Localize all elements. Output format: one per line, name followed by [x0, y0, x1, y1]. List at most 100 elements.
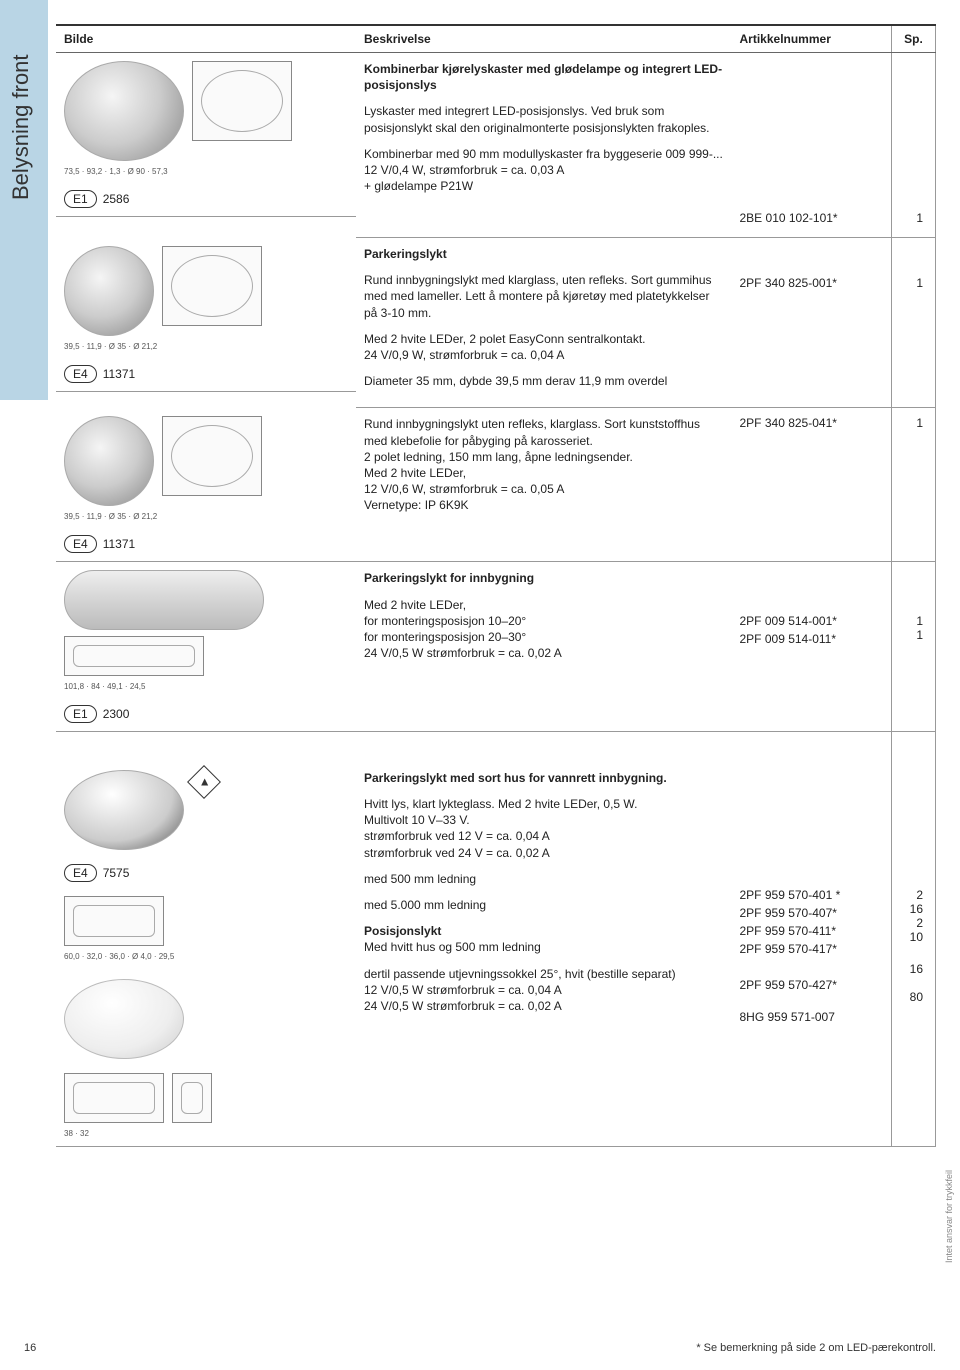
sp-value: 80	[900, 990, 923, 1004]
footnote: * Se bemerkning på side 2 om LED-pærekon…	[696, 1342, 936, 1354]
badge-num: 11371	[103, 367, 135, 381]
sp-cell: 1 1	[892, 562, 936, 732]
sp-value: 1	[900, 276, 923, 290]
side-note: Intet ansvar for trykkfeil	[944, 1170, 954, 1263]
th-sp: Sp.	[892, 25, 936, 53]
sp-value: 1	[900, 614, 923, 628]
row-p1: Hvitt lys, klart lykteglass. Med 2 hvite…	[364, 796, 724, 861]
th-art: Artikkelnummer	[732, 25, 892, 53]
table-row: 73,5 · 93,2 · 1,3 · Ø 90 · 57,3 E1 2586 …	[56, 53, 936, 238]
row-p1: Rund innbygningslykt med klarglass, uten…	[364, 272, 724, 321]
description-cell: Rund innbygningslykt uten refleks, klarg…	[356, 408, 732, 562]
e-badge: E1	[64, 705, 97, 723]
art-number: 2PF 340 825-041*	[740, 416, 884, 430]
table-row: 39,5 · 11,9 · Ø 35 · Ø 21,2 E4 11371 Run…	[56, 408, 936, 562]
tech-drawing	[64, 1073, 164, 1123]
description-cell: Parkeringslykt Rund innbygningslykt med …	[356, 238, 732, 408]
hazard-icon	[187, 765, 221, 799]
bilde-cell: 73,5 · 93,2 · 1,3 · Ø 90 · 57,3 E1 2586	[56, 53, 356, 217]
row-l1: med 500 mm ledning	[364, 871, 724, 887]
dimensions: 39,5 · 11,9 · Ø 35 · Ø 21,2	[64, 342, 348, 351]
table-row: 101,8 · 84 · 49,1 · 24,5 E1 2300 Parkeri…	[56, 562, 936, 732]
th-bilde: Bilde	[56, 25, 356, 53]
tech-drawing	[172, 1073, 212, 1123]
sp-cell: 1	[892, 53, 936, 238]
sp-value: 2	[900, 888, 923, 902]
tech-drawing	[64, 636, 204, 676]
art-cell: 2BE 010 102-101*	[732, 53, 892, 238]
product-table: Bilde Beskrivelse Artikkelnummer Sp. 73,…	[56, 24, 936, 1147]
product-image	[64, 570, 264, 630]
art-number: 8HG 959 571-007	[740, 1010, 884, 1024]
dimensions: 39,5 · 11,9 · Ø 35 · Ø 21,2	[64, 512, 348, 521]
badge-num: 11371	[103, 537, 135, 551]
art-cell: 2PF 340 825-001*	[732, 238, 892, 408]
dimensions: 101,8 · 84 · 49,1 · 24,5	[64, 682, 348, 691]
th-beskrivelse: Beskrivelse	[356, 25, 732, 53]
art-number: 2PF 009 514-011*	[740, 632, 884, 646]
art-number: 2PF 959 570-427*	[740, 978, 884, 992]
sp-cell: 1	[892, 238, 936, 408]
badge-num: 7575	[103, 866, 130, 880]
row-p1: Med 2 hvite LEDer, for monteringsposisjo…	[364, 597, 724, 662]
content: Bilde Beskrivelse Artikkelnummer Sp. 73,…	[56, 0, 960, 1147]
dimensions: 38 · 32	[64, 1129, 348, 1138]
art-number: 2PF 959 570-411*	[740, 924, 884, 938]
gap-row	[56, 732, 936, 762]
badge-num: 2300	[103, 707, 130, 721]
sp-value: 1	[900, 416, 923, 430]
sidebar-stripe: Belysning front	[0, 0, 48, 400]
sp-value: 10	[900, 930, 923, 944]
sp-cell: 2 16 2 10 16 80	[892, 762, 936, 1147]
art-number: 2PF 959 570-407*	[740, 906, 884, 920]
description-cell: Parkeringslykt for innbygning Med 2 hvit…	[356, 562, 732, 732]
e-badge: E4	[64, 365, 97, 383]
row-l4: dertil passende utjevningssokkel 25°, hv…	[364, 966, 724, 1015]
row-title: Parkeringslykt	[364, 247, 447, 261]
e-badge: E4	[64, 864, 97, 882]
product-image	[64, 979, 184, 1059]
art-cell: 2PF 959 570-401 * 2PF 959 570-407* 2PF 9…	[732, 762, 892, 1147]
e-badge: E1	[64, 190, 97, 208]
row-title: Kombinerbar kjørelyskaster med glødelamp…	[364, 62, 722, 92]
row-p1: Rund innbygningslykt uten refleks, klarg…	[364, 416, 724, 513]
bilde-cell: E4 7575 60,0 · 32,0 · 36,0 · Ø 4,0 · 29,…	[56, 762, 356, 1147]
row-p2: Med 2 hvite LEDer, 2 polet EasyConn sent…	[364, 331, 724, 363]
page: Belysning front Bilde Beskrivelse Artikk…	[0, 0, 960, 1370]
product-image	[64, 246, 154, 336]
page-number: 16	[24, 1342, 36, 1354]
sp-value: 2	[900, 916, 923, 930]
dimensions: 60,0 · 32,0 · 36,0 · Ø 4,0 · 29,5	[64, 952, 348, 961]
sp-value: 16	[900, 962, 923, 976]
art-cell: 2PF 009 514-001* 2PF 009 514-011*	[732, 562, 892, 732]
sp-cell: 1	[892, 408, 936, 562]
badge-num: 2586	[103, 192, 130, 206]
description-cell: Kombinerbar kjørelyskaster med glødelamp…	[356, 53, 732, 238]
table-row: E4 7575 60,0 · 32,0 · 36,0 · Ø 4,0 · 29,…	[56, 762, 936, 1147]
sp-value: 16	[900, 902, 923, 916]
side-title: Belysning front	[8, 54, 34, 200]
row-p3: Diameter 35 mm, dybde 39,5 mm derav 11,9…	[364, 373, 724, 389]
row-l3t: Posisjonslykt	[364, 924, 441, 938]
row-title: Parkeringslykt med sort hus for vannrett…	[364, 771, 667, 785]
table-row: 39,5 · 11,9 · Ø 35 · Ø 21,2 E4 11371 Par…	[56, 238, 936, 408]
tech-drawing	[162, 246, 262, 326]
art-number: 2PF 959 570-401 *	[740, 888, 884, 902]
tech-drawing	[162, 416, 262, 496]
row-p2: Kombinerbar med 90 mm modullyskaster fra…	[364, 146, 724, 195]
product-image	[64, 416, 154, 506]
footer: 16 * Se bemerkning på side 2 om LED-pære…	[24, 1342, 936, 1354]
art-number: 2PF 959 570-417*	[740, 942, 884, 956]
dimensions: 73,5 · 93,2 · 1,3 · Ø 90 · 57,3	[64, 167, 348, 176]
description-cell: Parkeringslykt med sort hus for vannrett…	[356, 762, 732, 1147]
e-badge: E4	[64, 535, 97, 553]
art-number: 2BE 010 102-101*	[740, 211, 884, 225]
product-image	[64, 770, 184, 850]
row-l3: Med hvitt hus og 500 mm ledning	[364, 940, 541, 954]
row-l2: med 5.000 mm ledning	[364, 897, 724, 913]
sp-value: 1	[900, 628, 923, 642]
art-number: 2PF 009 514-001*	[740, 614, 884, 628]
bilde-cell: 39,5 · 11,9 · Ø 35 · Ø 21,2 E4 11371	[56, 238, 356, 392]
bilde-cell: 101,8 · 84 · 49,1 · 24,5 E1 2300	[56, 562, 356, 732]
art-number: 2PF 340 825-001*	[740, 276, 884, 290]
